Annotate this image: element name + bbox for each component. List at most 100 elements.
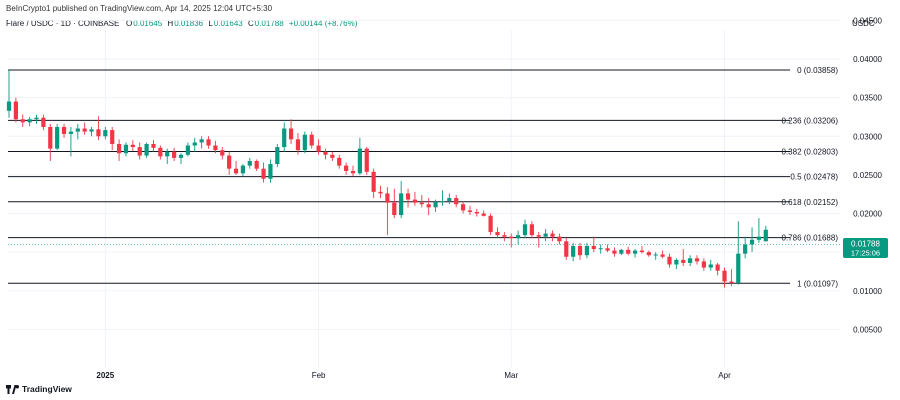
candle-body [185, 145, 190, 155]
candle-body [233, 168, 239, 174]
y-tick-label: 0.01000 [853, 287, 882, 296]
candle-body [178, 154, 184, 158]
low-value: 0.01643 [213, 19, 243, 28]
candle-body [708, 264, 713, 268]
candle-body [460, 204, 466, 211]
candle-body [743, 244, 748, 254]
candle-body [412, 199, 418, 203]
candle-body [330, 154, 335, 158]
x-tick-label: Mar [504, 371, 518, 380]
candle-body [688, 258, 693, 263]
candle-body [756, 236, 762, 240]
candle-body [364, 148, 369, 172]
candle-body [261, 168, 266, 179]
candle-body [419, 202, 424, 205]
candle-body [516, 235, 521, 239]
candle-body [564, 241, 569, 257]
open-label: O [126, 19, 133, 28]
candle-body [715, 264, 720, 271]
candle-body [667, 256, 672, 265]
fib-label: 0.236 (0.03206) [782, 116, 839, 125]
y-tick-label: 0.02500 [853, 171, 882, 180]
candle-body [220, 150, 225, 156]
candle-body [591, 245, 596, 250]
price-badge-bg [843, 238, 888, 258]
y-tick-label: 0.03500 [853, 94, 882, 103]
candle-body [41, 117, 46, 127]
candle-body [694, 258, 700, 262]
candle-body [399, 193, 404, 216]
tradingview-logo[interactable]: TradingView [6, 384, 72, 394]
candle-body [282, 128, 287, 148]
candle-body [247, 160, 252, 166]
candle-body [371, 171, 376, 192]
symbol-title[interactable]: Flare / USDC · 1D · COINBASE [6, 19, 120, 28]
candle-body [660, 254, 665, 257]
candle-body [653, 254, 658, 256]
candle-body [529, 224, 534, 236]
candle-body [34, 117, 39, 120]
candle-body [557, 236, 562, 242]
grid-layer [8, 19, 840, 368]
candle-body [316, 145, 321, 152]
candle-body [103, 130, 108, 137]
candle-body [474, 211, 479, 214]
candle-body [619, 249, 624, 254]
candle-body [199, 139, 204, 143]
candle-body [674, 259, 679, 265]
candle-body [20, 119, 25, 123]
candle-body [729, 281, 734, 284]
candle-body [48, 126, 53, 149]
candle-body [82, 128, 87, 132]
candle-body [288, 128, 294, 140]
candle-body [426, 204, 431, 208]
candle-body [96, 129, 101, 137]
candle-body [137, 147, 142, 156]
fib-label: 1 (0.01097) [797, 279, 838, 288]
currency-label: USDC [852, 19, 875, 28]
candle-body [605, 248, 610, 251]
candle-body [646, 252, 651, 256]
fib-label: 0.382 (0.02803) [782, 147, 839, 156]
fib-layer: 0 (0.03858) 0.236 (0.03206) 0.382 (0.02803… [8, 66, 838, 288]
y-tick-label: 0.02000 [853, 210, 882, 219]
fib-label: 0 (0.03858) [797, 66, 838, 75]
candle-body [337, 157, 342, 166]
candle-body [577, 245, 583, 256]
close-value: 0.01788 [254, 19, 284, 28]
candle-body [543, 233, 548, 237]
y-axis[interactable]: 0.04500 0.04000 0.03500 0.03000 0.02500 0.020… [853, 16, 882, 334]
candle-body [275, 147, 280, 165]
fib-label: 0.618 (0.02152) [782, 198, 839, 207]
candle-body [632, 250, 638, 254]
candle-body [55, 126, 60, 149]
candle-body [488, 215, 493, 233]
price-badge-countdown: 17:25:06 [851, 249, 880, 258]
candle-body [61, 126, 67, 134]
close-label: C [247, 19, 254, 28]
candle-body [116, 143, 122, 154]
candle-body [550, 233, 555, 237]
high-label: H [167, 19, 174, 28]
candle-body [344, 165, 349, 172]
x-tick-label: Feb [312, 371, 326, 380]
candles-layer [6, 69, 768, 288]
candle-body [110, 130, 115, 144]
candle-body [123, 144, 129, 154]
x-axis[interactable]: 2025 Feb Mar Apr [96, 371, 731, 380]
low-label: L [208, 19, 213, 28]
candle-body [27, 119, 32, 123]
candle-body [158, 147, 163, 157]
candle-body [447, 198, 452, 202]
symbol-ohlc-bar: Flare / USDC · 1D · COINBASE O0.01645 H0… [6, 19, 360, 28]
candle-body [598, 248, 603, 250]
candle-body [502, 235, 507, 237]
candle-body [405, 193, 411, 200]
candle-body [227, 155, 232, 169]
candle-body [6, 101, 12, 111]
candle-body [206, 139, 211, 146]
y-tick-label: 0.03000 [853, 132, 882, 141]
fib-label: 0.5 (0.02478) [790, 173, 838, 182]
candle-body [75, 128, 80, 132]
